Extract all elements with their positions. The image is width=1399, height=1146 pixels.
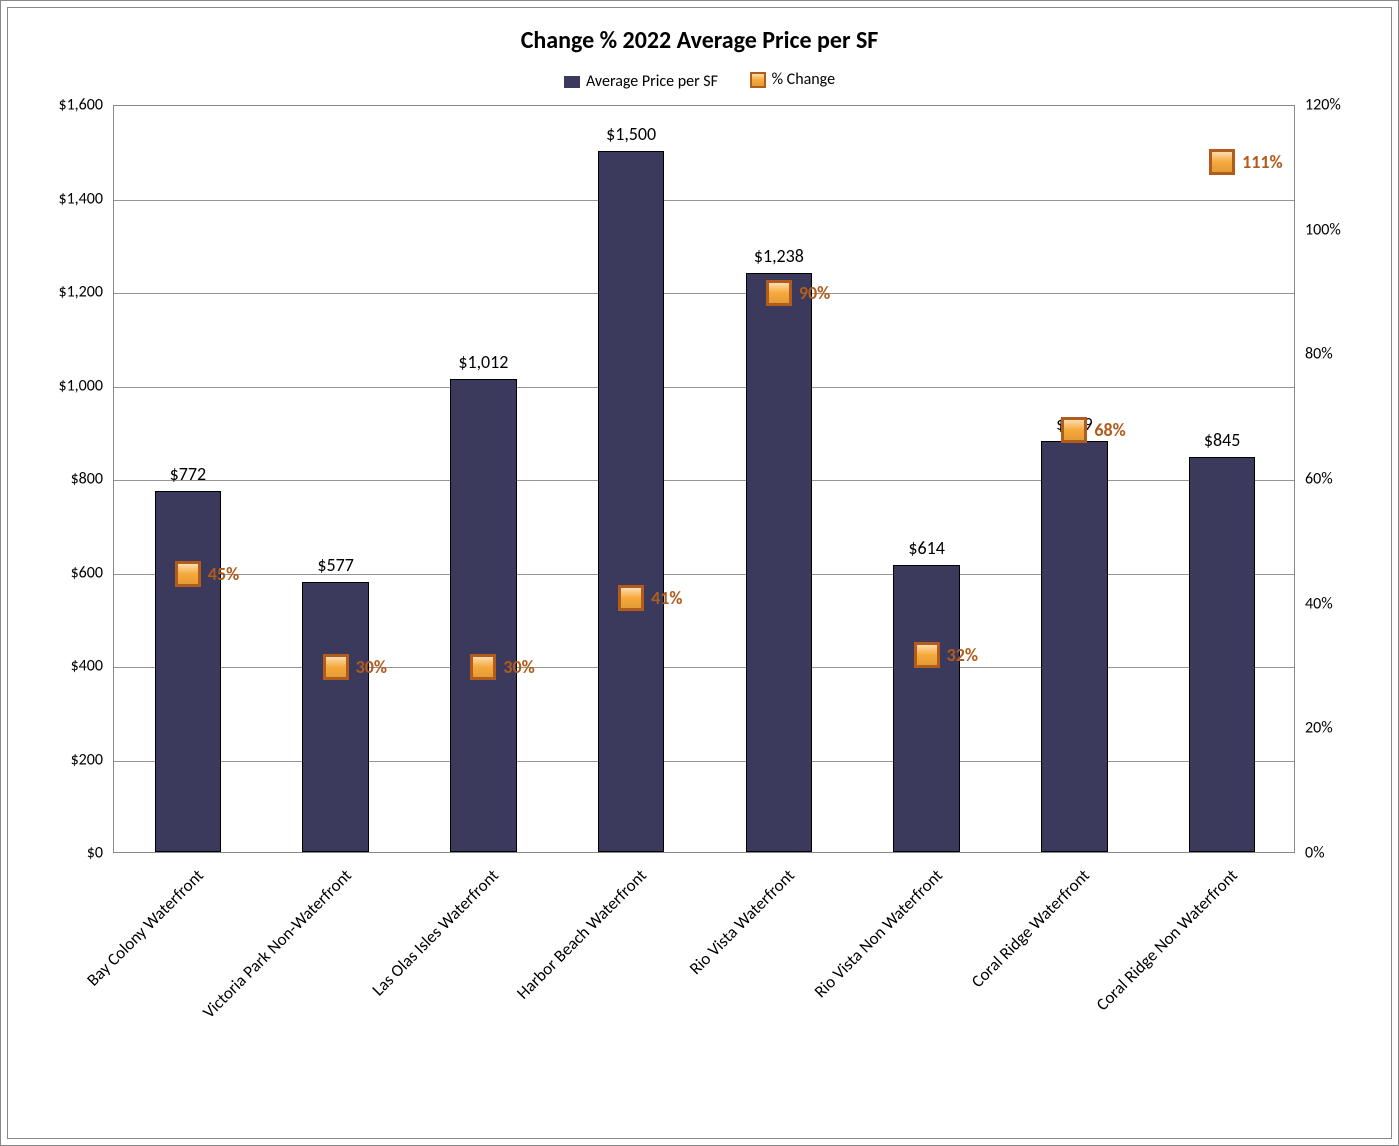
bar-value-label: $845: [1204, 429, 1241, 451]
legend-label-bar: Average Price per SF: [586, 72, 718, 91]
chart-inner-frame: Change % 2022 Average Price per SF Avera…: [7, 7, 1392, 1139]
x-category-label: Harbor Beach Waterfront: [512, 865, 650, 1003]
x-category-label: Bay Colony Waterfront: [82, 865, 207, 990]
pct-marker: [175, 561, 201, 587]
pct-marker-label: 90%: [799, 282, 830, 304]
pct-marker: [323, 654, 349, 680]
bar-value-label: $614: [908, 537, 945, 559]
gridline: [114, 761, 1294, 762]
x-category-label: Coral Ridge Non Waterfront: [1092, 865, 1242, 1015]
bar: [1189, 457, 1255, 852]
bar: [893, 565, 959, 852]
chart-title: Change % 2022 Average Price per SF: [8, 26, 1391, 55]
bar-value-label: $1,012: [458, 351, 508, 373]
y-left-tick-label: $1,000: [58, 376, 103, 395]
pct-marker-label: 32%: [947, 644, 978, 666]
bar-value-label: $577: [317, 554, 354, 576]
chart-frame: Change % 2022 Average Price per SF Avera…: [0, 0, 1399, 1146]
y-left-tick-label: $200: [71, 750, 103, 769]
y-right-tick-label: 0%: [1305, 844, 1325, 863]
gridline: [114, 574, 1294, 575]
legend-label-marker: % Change: [772, 70, 835, 89]
legend-item-bar: Average Price per SF: [564, 72, 718, 91]
bar: [746, 273, 812, 852]
pct-marker-label: 111%: [1242, 151, 1283, 173]
gridline: [114, 480, 1294, 481]
bar: [450, 379, 516, 852]
y-right-tick-label: 120%: [1305, 96, 1341, 115]
gridline: [114, 387, 1294, 388]
y-left-tick-label: $0: [87, 844, 103, 863]
pct-marker: [470, 654, 496, 680]
y-left-tick-label: $1,200: [58, 283, 103, 302]
bar: [1041, 441, 1107, 852]
bar-value-label: $1,500: [606, 123, 656, 145]
pct-marker-label: 30%: [356, 656, 387, 678]
y-right-tick-label: 100%: [1305, 220, 1341, 239]
pct-marker: [618, 585, 644, 611]
pct-marker-label: 30%: [503, 656, 534, 678]
pct-marker-label: 68%: [1094, 419, 1125, 441]
legend-item-marker: % Change: [750, 70, 835, 89]
bar: [302, 582, 368, 852]
legend-swatch-marker: [750, 72, 766, 88]
y-left-tick-label: $800: [71, 470, 103, 489]
legend-swatch-bar: [564, 76, 580, 88]
bar: [155, 491, 221, 852]
y-left-tick-label: $1,400: [58, 189, 103, 208]
gridline: [114, 293, 1294, 294]
chart-legend: Average Price per SF % Change: [8, 70, 1391, 93]
pct-marker: [766, 280, 792, 306]
x-category-label: Victoria Park Non-Waterfront: [198, 865, 356, 1023]
x-category-label: Rio Vista Waterfront: [685, 865, 799, 979]
pct-marker: [1061, 417, 1087, 443]
y-right-tick-label: 40%: [1305, 594, 1333, 613]
y-right-tick-label: 60%: [1305, 470, 1333, 489]
bar-value-label: $1,238: [754, 245, 804, 267]
x-category-label: Las Olas Isles Waterfront: [368, 865, 503, 1000]
bar: [598, 151, 664, 852]
y-right-tick-label: 80%: [1305, 345, 1333, 364]
x-category-label: Rio Vista Non Waterfront: [809, 865, 946, 1002]
x-category-label: Coral Ridge Waterfront: [967, 865, 1094, 992]
plot-area: $772 45% $577 30% $1,012 30% $1,500 41% $1,238 90…: [113, 105, 1295, 853]
gridline: [114, 667, 1294, 668]
pct-marker-label: 41%: [651, 587, 682, 609]
pct-marker: [1209, 149, 1235, 175]
y-left-tick-label: $1,600: [58, 96, 103, 115]
y-left-tick-label: $400: [71, 657, 103, 676]
bar-value-label: $772: [170, 463, 207, 485]
gridline: [114, 200, 1294, 201]
y-left-tick-label: $600: [71, 563, 103, 582]
y-right-tick-label: 20%: [1305, 719, 1333, 738]
pct-marker: [914, 642, 940, 668]
pct-marker-label: 45%: [208, 563, 239, 585]
